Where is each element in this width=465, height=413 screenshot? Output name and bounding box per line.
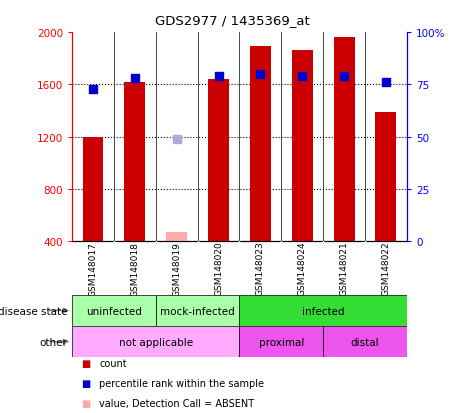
Text: GSM148019: GSM148019 xyxy=(172,241,181,296)
Text: GSM148021: GSM148021 xyxy=(339,241,349,296)
Text: GSM148018: GSM148018 xyxy=(130,241,140,296)
Text: mock-infected: mock-infected xyxy=(160,306,235,316)
Text: not applicable: not applicable xyxy=(119,337,193,347)
Bar xyxy=(208,80,229,242)
Text: GSM148023: GSM148023 xyxy=(256,241,265,296)
Bar xyxy=(376,113,396,242)
Bar xyxy=(292,51,312,242)
Text: percentile rank within the sample: percentile rank within the sample xyxy=(99,378,264,388)
Bar xyxy=(72,295,156,326)
Bar xyxy=(333,38,354,242)
Text: uninfected: uninfected xyxy=(86,306,142,316)
Text: proximal: proximal xyxy=(259,337,304,347)
Text: GSM148024: GSM148024 xyxy=(298,241,307,296)
Point xyxy=(257,71,264,78)
Text: ■: ■ xyxy=(81,358,91,368)
Text: distal: distal xyxy=(351,337,379,347)
Text: value, Detection Call = ABSENT: value, Detection Call = ABSENT xyxy=(99,398,254,408)
Text: ■: ■ xyxy=(81,398,91,408)
Bar xyxy=(124,83,145,242)
Text: disease state: disease state xyxy=(0,306,67,316)
Bar xyxy=(239,326,323,357)
Point xyxy=(131,76,139,82)
Text: other: other xyxy=(40,337,67,347)
Bar xyxy=(323,326,407,357)
Text: GSM148017: GSM148017 xyxy=(88,241,98,296)
Text: GDS2977 / 1435369_at: GDS2977 / 1435369_at xyxy=(155,14,310,27)
Bar xyxy=(239,295,407,326)
Bar xyxy=(166,233,187,242)
Bar xyxy=(156,295,239,326)
Point xyxy=(215,74,222,80)
Text: infected: infected xyxy=(302,306,345,316)
Point xyxy=(89,86,97,93)
Bar xyxy=(82,137,103,242)
Point xyxy=(173,136,180,143)
Text: ■: ■ xyxy=(81,378,91,388)
Text: GSM148020: GSM148020 xyxy=(214,241,223,296)
Text: count: count xyxy=(99,358,126,368)
Bar xyxy=(250,47,271,242)
Bar xyxy=(72,326,239,357)
Point xyxy=(299,74,306,80)
Point xyxy=(382,80,390,86)
Text: GSM148022: GSM148022 xyxy=(381,241,391,296)
Point xyxy=(340,74,348,80)
